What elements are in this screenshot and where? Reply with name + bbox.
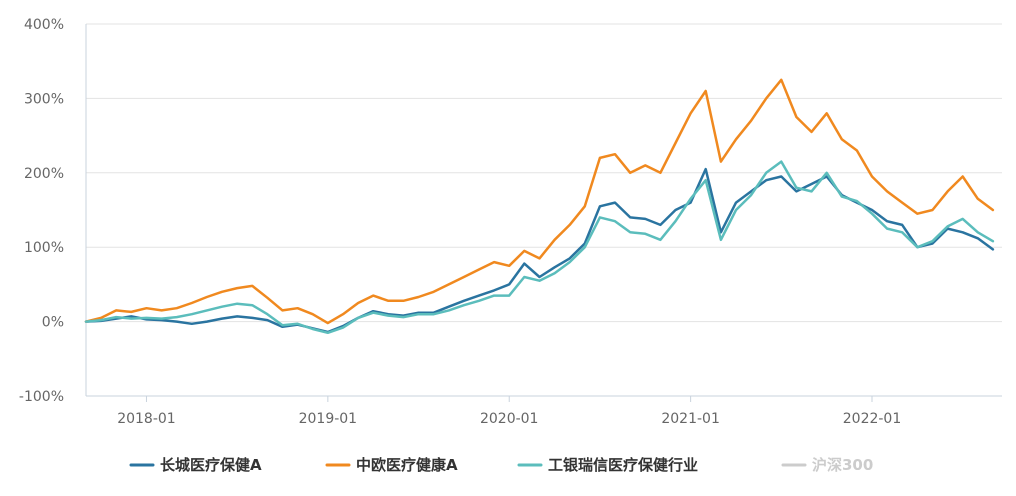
y-axis: 400% 300% 200% 100% 0% -100% xyxy=(19,17,87,405)
y-tick-label: 300% xyxy=(24,91,64,107)
x-tick-label: 2019-01 xyxy=(299,411,358,427)
x-axis: 2018-01 2019-01 2020-01 2021-01 2022-01 xyxy=(86,395,1002,427)
y-tick-label: -100% xyxy=(19,389,64,405)
legend-label: 长城医疗保健A xyxy=(160,456,262,474)
legend-label: 中欧医疗健康A xyxy=(356,456,458,474)
legend-item-0[interactable]: 长城医疗保健A xyxy=(129,456,262,474)
series-line-2 xyxy=(84,160,995,335)
legend-item-3[interactable]: 沪深300 xyxy=(781,456,873,474)
y-tick-label: 0% xyxy=(42,315,64,331)
y-tick-label: 100% xyxy=(24,240,64,256)
grid-lines xyxy=(86,23,1002,397)
x-tick-label: 2020-01 xyxy=(480,411,539,427)
legend-item-2[interactable]: 工银瑞信医疗保健行业 xyxy=(517,456,698,474)
y-tick-label: 200% xyxy=(24,166,64,182)
x-tick-label: 2022-01 xyxy=(843,411,902,427)
y-tick-label: 400% xyxy=(24,17,64,33)
legend-label: 工银瑞信医疗保健行业 xyxy=(548,456,698,474)
x-tick-label: 2018-01 xyxy=(117,411,176,427)
series-lines xyxy=(84,78,995,335)
legend: 长城医疗保健A 中欧医疗健康A 工银瑞信医疗保健行业 沪深300 xyxy=(129,456,873,474)
legend-item-1[interactable]: 中欧医疗健康A xyxy=(325,456,458,474)
legend-label: 沪深300 xyxy=(812,456,873,474)
series-line-1 xyxy=(84,78,995,325)
x-tick-label: 2021-01 xyxy=(661,411,720,427)
